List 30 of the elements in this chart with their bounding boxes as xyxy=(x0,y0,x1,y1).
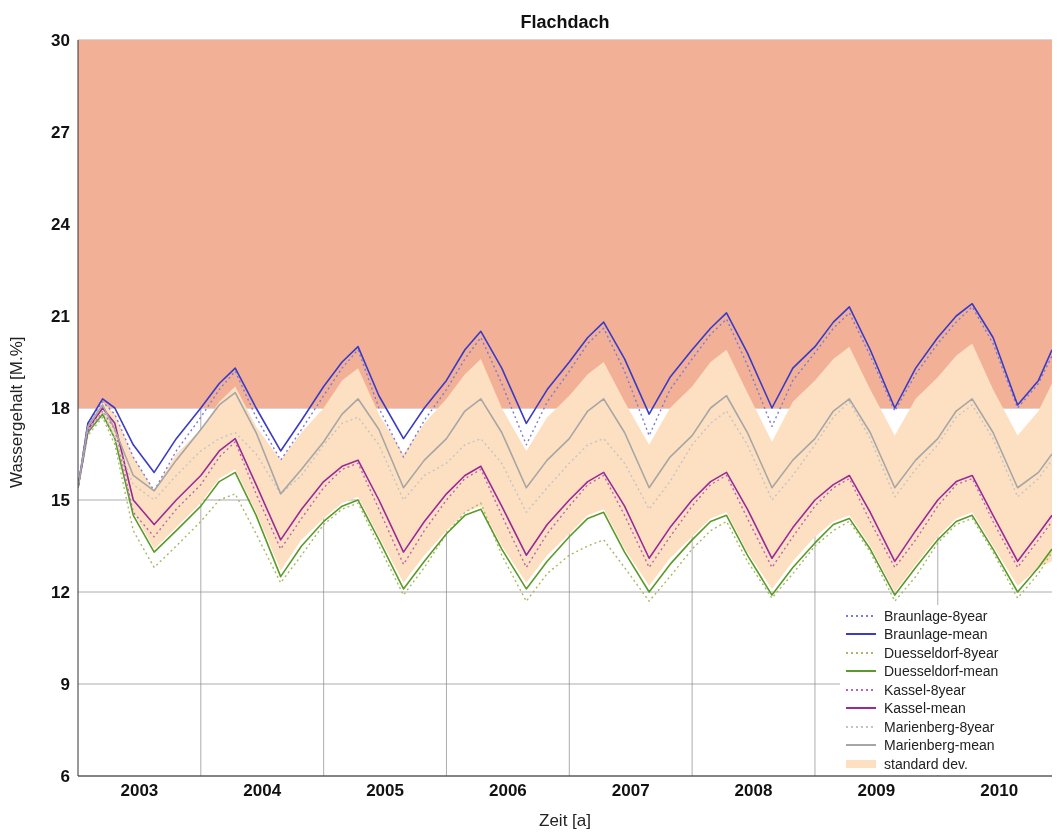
legend-label: Marienberg-8year xyxy=(884,718,995,735)
line-series xyxy=(78,391,1052,495)
x-tick-label: 2003 xyxy=(120,781,159,801)
x-tick-label: 2005 xyxy=(366,781,404,801)
legend-label: Kassel-8year xyxy=(884,681,966,698)
legend-label: Kassel-mean xyxy=(884,700,966,717)
legend-label: Marienberg-mean xyxy=(884,737,995,754)
y-tick-label: 9 xyxy=(60,675,70,695)
x-tick-label: 2009 xyxy=(857,781,896,801)
legend-label: Braunlage-8year xyxy=(884,607,988,624)
legend-label: Duesseldorf-8year xyxy=(884,644,999,661)
y-tick-label: 12 xyxy=(51,583,70,603)
legend-label: Duesseldorf-mean xyxy=(884,663,999,680)
x-tick-label: 2007 xyxy=(611,781,650,801)
x-axis-title: Zeit [a] xyxy=(539,811,591,830)
y-tick-label: 15 xyxy=(51,491,70,511)
y-tick-label: 21 xyxy=(51,307,70,327)
y-tick-label: 18 xyxy=(51,399,70,419)
y-tick-label: 27 xyxy=(51,123,70,143)
legend-label: standard dev. xyxy=(884,755,968,772)
x-tick-label: 2010 xyxy=(980,781,1019,801)
y-axis-title: Wassergehalt [M.%] xyxy=(7,336,27,488)
x-tick-label: 2006 xyxy=(488,781,527,801)
y-tick-label: 24 xyxy=(51,215,71,235)
x-tick-label: 2004 xyxy=(243,781,282,801)
x-tick-label: 2008 xyxy=(734,781,773,801)
y-tick-label: 6 xyxy=(60,767,70,787)
y-tick-label: 30 xyxy=(51,31,70,51)
legend-label: Braunlage-mean xyxy=(884,626,988,643)
chart-title: Flachdach xyxy=(519,12,611,33)
